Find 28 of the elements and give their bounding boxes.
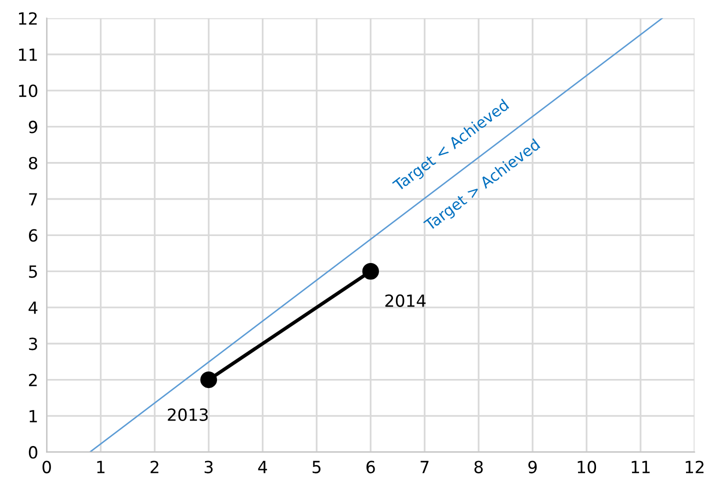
y-tick-label: 3 bbox=[29, 338, 38, 350]
x-tick-label: 0 bbox=[42, 460, 51, 474]
x-tick-label: 11 bbox=[632, 460, 650, 474]
x-tick-label: 2 bbox=[150, 460, 158, 474]
x-tick-label: 3 bbox=[204, 460, 213, 474]
y-tick-label: 12 bbox=[19, 12, 37, 25]
x-tick-label: 1 bbox=[97, 460, 104, 474]
x-tick-label: 5 bbox=[312, 460, 320, 474]
x-tick-label: 8 bbox=[474, 460, 483, 474]
annotation: 2014 bbox=[385, 294, 426, 307]
y-tick-label: 0 bbox=[28, 446, 38, 459]
x-tick-label: 10 bbox=[578, 460, 596, 474]
x-tick-label: 7 bbox=[420, 460, 428, 474]
y-tick-label: 5 bbox=[29, 265, 37, 278]
y-tick-label: 1 bbox=[30, 410, 37, 422]
annotation: 2013 bbox=[168, 408, 208, 421]
x-tick-label: 4 bbox=[258, 460, 268, 474]
y-tick-label: 8 bbox=[28, 156, 38, 170]
y-tick-label: 2 bbox=[29, 374, 37, 386]
y-tick-label: 7 bbox=[29, 193, 37, 206]
y-tick-label: 9 bbox=[28, 120, 38, 134]
y-tick-label: 4 bbox=[28, 302, 38, 314]
x-tick-label: 6 bbox=[366, 460, 375, 474]
y-tick-label: 10 bbox=[19, 84, 38, 98]
x-tick-label: 12 bbox=[686, 460, 704, 474]
y-tick-label: 6 bbox=[28, 229, 38, 242]
x-tick-label: 9 bbox=[528, 460, 537, 474]
y-tick-label: 11 bbox=[19, 48, 37, 61]
